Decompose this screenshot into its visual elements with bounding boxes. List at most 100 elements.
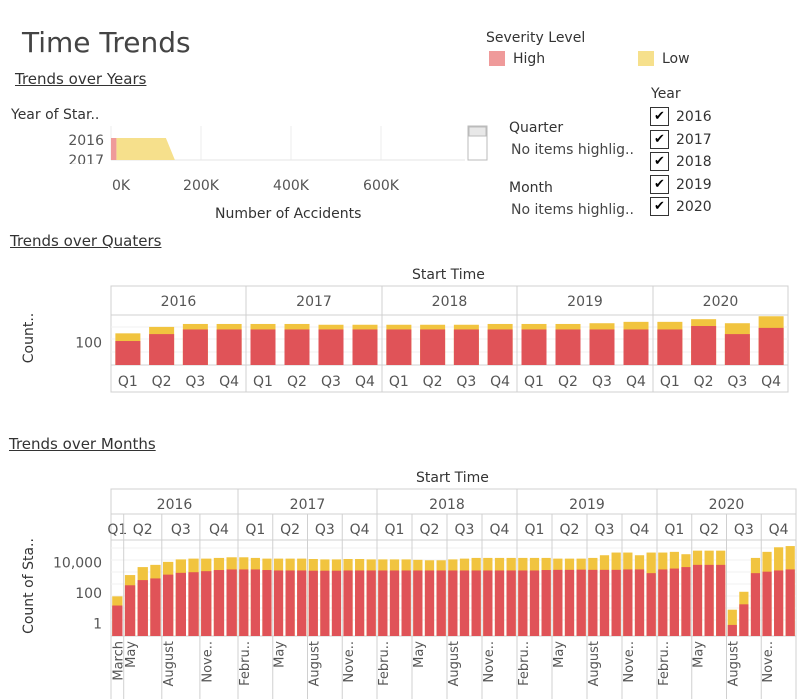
years-axis-title: Year of Star..	[11, 107, 100, 123]
months-quarter-label: Q2	[560, 522, 580, 538]
months-month-label: Febru..	[657, 641, 672, 686]
years-section-title: Trends over Years	[15, 70, 147, 88]
months-bar-high	[175, 572, 186, 636]
months-bar-high	[750, 573, 761, 636]
months-bar-high	[355, 570, 365, 636]
months-bar-high	[137, 580, 148, 636]
months-bar-high	[681, 567, 691, 636]
months-month-label: May	[273, 641, 288, 668]
quarters-quarter-label: Q1	[660, 374, 680, 390]
page-title: Time Trends	[22, 26, 191, 59]
year-checkbox-2019[interactable]: ✔	[650, 174, 669, 194]
year-checkbox-label[interactable]: 2016	[676, 109, 712, 125]
quarters-bar-high	[386, 329, 412, 365]
months-bar-high	[250, 569, 260, 636]
quarters-year-label: 2018	[432, 294, 468, 310]
months-year-label: 2019	[569, 497, 605, 513]
months-month-label: Febru..	[238, 641, 253, 686]
months-bar-high	[213, 570, 225, 636]
year-checkbox-2018[interactable]: ✔	[650, 152, 669, 171]
months-bar-high	[541, 570, 551, 636]
months-quarter-label: Q4	[490, 522, 510, 538]
month-filter-title: Month	[509, 180, 553, 196]
quarters-quarter-label: Q4	[761, 374, 781, 390]
months-bar-high	[727, 624, 737, 636]
year-checkbox-label[interactable]: 2018	[676, 154, 712, 170]
years-category-label: 2016	[68, 133, 104, 149]
quarters-quarter-label: Q3	[185, 374, 205, 390]
months-month-label: Nove..	[200, 641, 215, 683]
months-quarter-label: Q1	[525, 522, 545, 538]
months-bar-high	[518, 570, 528, 636]
quarters-quarter-label: Q2	[694, 374, 714, 390]
years-bar-high[interactable]	[111, 138, 117, 160]
months-bar-high	[413, 570, 423, 636]
year-checkbox-2017[interactable]: ✔	[650, 129, 669, 149]
years-category-label: 2017	[68, 153, 104, 169]
legend-high-swatch[interactable]	[489, 51, 505, 66]
months-bar-low	[727, 609, 737, 636]
months-bar-high	[389, 570, 400, 636]
quarters-bar-high	[149, 334, 175, 365]
months-bar-high	[658, 569, 668, 636]
years-x-axis-label: Number of Accidents	[215, 206, 362, 222]
years-bar-low[interactable]	[116, 138, 175, 160]
months-header-label: Start Time	[416, 470, 489, 486]
quarters-bar-high	[589, 329, 615, 365]
months-quarter-label: Q1	[385, 522, 405, 538]
months-bar-high	[163, 574, 174, 636]
quarters-bar-high	[420, 329, 446, 365]
quarters-bar-high	[250, 329, 276, 365]
months-month-label: Nove..	[761, 641, 776, 683]
quarters-quarter-label: Q1	[524, 374, 544, 390]
quarters-quarter-label: Q4	[626, 374, 646, 390]
months-month-label: March	[111, 641, 126, 681]
quarters-bar-high	[758, 327, 784, 365]
months-section-title: Trends over Months	[9, 435, 156, 453]
year-checkbox-label[interactable]: 2020	[676, 199, 712, 215]
months-bar-high	[401, 570, 411, 636]
months-bar-high	[774, 570, 784, 636]
months-month-label: Febru..	[377, 641, 392, 686]
months-quarter-label: Q2	[699, 522, 719, 538]
quarters-bar-high	[487, 329, 513, 365]
months-quarter-label: Q1	[107, 522, 127, 538]
months-y-tick-label: 100	[75, 586, 102, 602]
months-month-label: May	[692, 641, 707, 668]
year-checkbox-2020[interactable]: ✔	[650, 197, 669, 216]
months-bar-high	[762, 571, 772, 636]
month-filter-note[interactable]: No items highlig..	[511, 202, 634, 218]
months-bar-high	[716, 564, 726, 636]
legend-low-label[interactable]: Low	[662, 51, 690, 67]
year-checkbox-label[interactable]: 2019	[676, 176, 712, 193]
quarter-filter-note[interactable]: No items highlig..	[511, 142, 634, 158]
months-bar-high	[285, 570, 295, 636]
months-bar-high	[785, 569, 795, 636]
quarters-year-label: 2017	[296, 294, 332, 310]
months-bar-high	[739, 604, 749, 636]
quarters-header-label: Start Time	[412, 267, 485, 283]
months-bar-high	[226, 569, 237, 636]
months-bar-high	[188, 572, 199, 636]
months-quarter-label: Q3	[595, 522, 615, 538]
months-bar-high	[150, 578, 161, 636]
months-month-label: August	[587, 641, 602, 687]
months-year-label: 2020	[709, 497, 745, 513]
quarters-quarter-label: Q1	[253, 374, 273, 390]
legend-high-label[interactable]: High	[513, 51, 546, 67]
quarters-quarter-label: Q3	[321, 374, 341, 390]
months-bar-high	[634, 569, 645, 636]
months-bar-high	[704, 564, 714, 636]
legend-low-swatch[interactable]	[638, 51, 654, 66]
months-bar-high	[623, 569, 633, 636]
months-bar-high	[308, 570, 318, 636]
months-year-label: 2018	[429, 497, 465, 513]
months-bar-high	[239, 569, 249, 636]
quarters-bar-high	[521, 329, 547, 365]
months-bar-high	[378, 570, 388, 636]
months-quarter-label: Q2	[133, 522, 153, 538]
year-checkbox-2016[interactable]: ✔	[650, 107, 669, 126]
months-quarter-label: Q1	[245, 522, 265, 538]
year-checkbox-label[interactable]: 2017	[676, 131, 712, 148]
months-month-label: Nove..	[482, 641, 497, 683]
